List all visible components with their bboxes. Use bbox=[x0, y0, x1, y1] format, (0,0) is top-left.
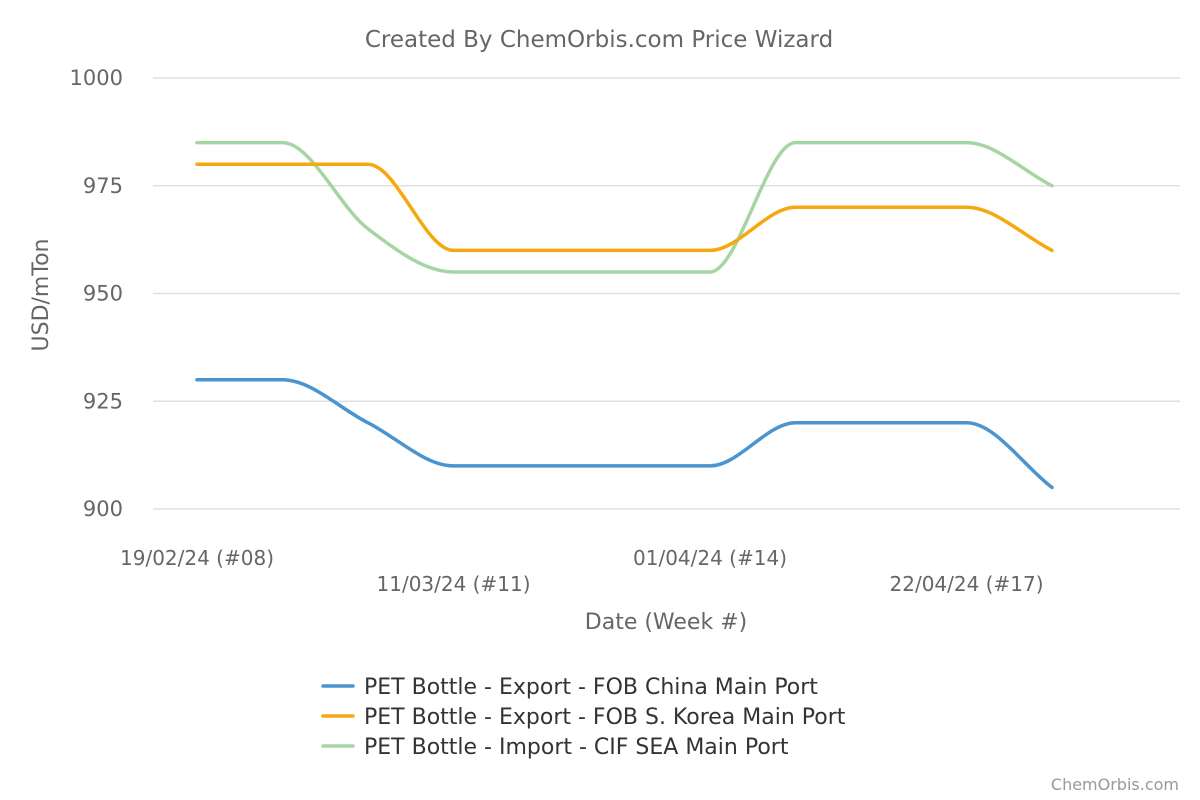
credit-text: ChemOrbis.com bbox=[1051, 775, 1179, 794]
x-tick-label: 22/04/24 (#17) bbox=[890, 572, 1044, 596]
x-tick-label: 11/03/24 (#11) bbox=[377, 572, 531, 596]
y-tick-label: 900 bbox=[83, 497, 123, 521]
x-tick-label: 19/02/24 (#08) bbox=[120, 546, 274, 570]
y-tick-label: 925 bbox=[83, 389, 123, 413]
legend-label[interactable]: PET Bottle - Export - FOB S. Korea Main … bbox=[364, 705, 846, 730]
x-tick-label: 01/04/24 (#14) bbox=[633, 546, 787, 570]
legend-label[interactable]: PET Bottle - Import - CIF SEA Main Port bbox=[364, 735, 789, 760]
chart-title: Created By ChemOrbis.com Price Wizard bbox=[365, 27, 833, 53]
y-tick-label: 1000 bbox=[70, 66, 123, 90]
series-line-2 bbox=[195, 162, 1054, 253]
y-tick-label: 950 bbox=[83, 282, 123, 306]
series-line-3 bbox=[195, 140, 1054, 274]
legend-label[interactable]: PET Bottle - Export - FOB China Main Por… bbox=[364, 675, 818, 700]
y-tick-label: 975 bbox=[83, 174, 123, 198]
series-line-1 bbox=[195, 377, 1054, 490]
y-axis-label: USD/mTon bbox=[29, 239, 54, 352]
x-axis-label: Date (Week #) bbox=[585, 610, 747, 635]
